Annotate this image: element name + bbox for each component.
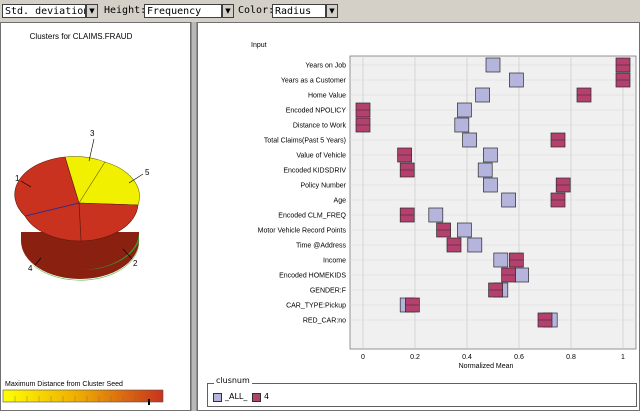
legend-title: clusnum: [214, 376, 252, 386]
plot-area: [349, 55, 637, 350]
category-label: Years on Job: [305, 63, 346, 70]
mark-all[interactable]: [467, 237, 483, 253]
pie-leader-4: [34, 257, 42, 266]
category-label: Time @Address: [296, 243, 347, 250]
x-tick-label: 0.2: [410, 354, 420, 361]
data-marks: [355, 57, 631, 328]
x-tick-label: 0.8: [566, 354, 576, 361]
x-tick-label: 0.4: [462, 354, 472, 361]
height-dropdown-button[interactable]: ▼: [222, 4, 234, 18]
x-tick-labels: 0 0.2 0.4 0.6 0.8 1: [361, 354, 625, 361]
seed-distance-label: Maximum Distance from Cluster Seed: [5, 381, 123, 388]
category-label: Income: [323, 258, 346, 265]
mark-all[interactable]: [483, 177, 498, 193]
category-label: Value of Vehicle: [296, 153, 346, 160]
category-label: Total Claims(Past 5 Years): [264, 138, 346, 145]
mark-all[interactable]: [485, 57, 501, 73]
color-dropdown-button[interactable]: ▼: [326, 4, 338, 18]
chevron-down-icon: ▼: [89, 7, 95, 15]
pie-label-3: 3: [90, 129, 95, 138]
mark-all[interactable]: [501, 192, 516, 208]
toolbar: Std. deviation ▼ Height: Frequency ▼ Col…: [0, 0, 640, 23]
pie-leader-3: [88, 138, 95, 162]
input-label: Input: [251, 42, 267, 49]
mark-all[interactable]: [475, 87, 490, 103]
pie-leader-1: [20, 180, 32, 188]
pie-slice-5[interactable]: [78, 161, 140, 206]
legend-label-4: 4: [264, 392, 270, 401]
pie-slice-2[interactable]: [78, 202, 139, 242]
input-means-panel: Input Years on Job Years as a Customer Hom…: [197, 22, 640, 411]
pie-title: Clusters for CLAIMS.FRAUD: [30, 32, 133, 41]
mark-all[interactable]: [454, 117, 470, 133]
category-label: Policy Number: [300, 183, 346, 190]
mark-all[interactable]: [509, 72, 524, 88]
seed-distance-marker: [148, 399, 150, 405]
chevron-down-icon: ▼: [329, 7, 335, 15]
category-label: Encoded CLM_FREQ: [278, 213, 346, 220]
statistic-select[interactable]: Std. deviation: [2, 4, 86, 18]
category-label: Motor Vehicle Record Points: [258, 228, 347, 235]
legend-item-4[interactable]: 4: [252, 392, 269, 402]
mark-all[interactable]: [493, 252, 509, 268]
mark-all[interactable]: [483, 147, 498, 163]
cluster-pie-canvas: Clusters for CLAIMS.FRAUD 3 5 1 2 4 Maxi…: [2, 32, 164, 405]
category-label: Years as a Customer: [281, 78, 347, 85]
category-label: Encoded HOMEKIDS: [279, 273, 346, 280]
statistic-dropdown-button[interactable]: ▼: [86, 4, 98, 18]
mark-all[interactable]: [514, 267, 529, 283]
x-tick-label: 1: [621, 354, 625, 361]
pie-leader-2: [122, 248, 133, 260]
mark-all[interactable]: [477, 162, 493, 178]
pie-label-5: 5: [145, 168, 150, 177]
color-label: Color:: [238, 5, 275, 16]
mark-all[interactable]: [457, 102, 472, 118]
legend-box: [207, 383, 637, 407]
category-label: Encoded NPOLICY: [286, 108, 347, 115]
legend-swatch-4: [252, 392, 261, 402]
height-select[interactable]: Frequency: [144, 4, 222, 18]
category-label: Distance to Work: [293, 123, 347, 130]
pie-leader-5: [128, 173, 144, 184]
category-label: CAR_TYPE:Pickup: [286, 303, 346, 310]
panel-splitter[interactable]: [191, 22, 197, 411]
seed-gradient-ticks: [14, 396, 148, 402]
category-label: RED_CAR:no: [303, 318, 346, 325]
pie-rim-red: [21, 232, 139, 279]
mark-all[interactable]: [428, 207, 444, 223]
x-tick-label: 0: [361, 354, 365, 361]
height-label: Height:: [104, 5, 147, 16]
pie-label-2: 2: [133, 259, 138, 268]
chevron-down-icon: ▼: [225, 7, 231, 15]
color-select[interactable]: Radius: [272, 4, 326, 18]
pie-rim: [21, 232, 140, 281]
category-label: Encoded KIDSDRIV: [283, 168, 346, 175]
category-label: GENDER:F: [310, 288, 346, 295]
legend-label-all: _ALL_: [225, 392, 248, 401]
pie-label-4: 4: [28, 264, 33, 273]
pie-divider: [24, 202, 80, 217]
input-means-plot: Input Years on Job Years as a Customer Hom…: [251, 42, 637, 370]
mark-all[interactable]: [457, 222, 472, 238]
x-tick-label: 0.6: [514, 354, 524, 361]
legend-swatch-all: [213, 392, 222, 402]
pie-label-1: 1: [15, 174, 20, 183]
mark-all[interactable]: [462, 132, 477, 148]
legend-item-all[interactable]: _ALL_: [213, 392, 247, 402]
category-labels: Years on Job Years as a Customer Home Valu…: [258, 63, 347, 325]
category-label: Age: [334, 198, 347, 205]
category-label: Home Value: [308, 93, 346, 100]
pie-slice-4[interactable]: [24, 202, 82, 242]
x-axis-label: Normalized Mean: [459, 363, 514, 370]
cluster-pie-panel: Clusters for CLAIMS.FRAUD 3 5 1 2 4 Maxi…: [0, 22, 191, 411]
pie-slice-1[interactable]: [14, 156, 80, 217]
